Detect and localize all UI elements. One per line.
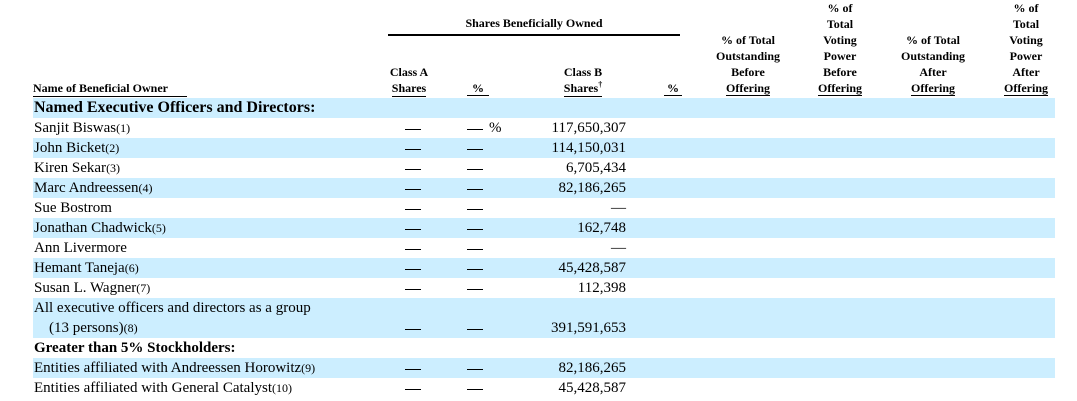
class-a-pct-dash: [467, 289, 483, 290]
owner-name: Jonathan Chadwick(5): [34, 220, 166, 236]
class-b-value: 82,186,265: [558, 360, 627, 376]
class-a-dash: [405, 249, 421, 250]
owner-name: Marc Andreessen(4): [34, 180, 153, 196]
header-rule: [388, 34, 680, 36]
class-a-pct-dash: [467, 369, 483, 370]
class-a-header: Class A Shares: [389, 65, 429, 97]
class-b-header: Class B Shares†: [563, 65, 603, 97]
owner-name: Entities affiliated with General Catalys…: [34, 380, 292, 396]
class-b-value: 45,428,587: [558, 260, 627, 276]
class-a-pct-dash: [467, 249, 483, 250]
class-b-value: —: [611, 200, 626, 216]
class-a-pct-dash: [467, 189, 483, 190]
table-row: Jonathan Chadwick(5) 162,748: [33, 218, 1055, 238]
class-a-dash: [405, 209, 421, 210]
class-a-pct-dash: [467, 129, 483, 130]
class-a-dash: [405, 229, 421, 230]
group-row: All executive officers and directors as …: [33, 298, 1055, 338]
section-greater-than-5: Greater than 5% Stockholders:: [34, 340, 236, 356]
name-column-header: Name of Beneficial Owner: [33, 80, 187, 97]
pct-voting-before-header: % of Total Voting Power Before Offering: [818, 1, 862, 96]
class-b-value: 45,428,587: [558, 380, 627, 396]
class-b-value: 6,705,434: [566, 160, 626, 176]
pct-voting-after-header: % of Total Voting Power After Offering: [1004, 1, 1048, 96]
table-row: John Bicket(2) 114,150,031: [33, 138, 1055, 158]
class-b-pct-header: %: [660, 80, 686, 96]
table-row: Marc Andreessen(4) 82,186,265: [33, 178, 1055, 198]
table-row: Entities affiliated with Andreessen Horo…: [33, 358, 1055, 378]
group-class-b-value: 391,591,653: [551, 320, 626, 336]
class-b-value: —: [611, 240, 626, 256]
table-row: Sue Bostrom —: [33, 198, 1055, 218]
table-row: Hemant Taneja(6) 45,428,587: [33, 258, 1055, 278]
owner-name: John Bicket(2): [34, 140, 120, 156]
owner-name: Susan L. Wagner(7): [34, 280, 151, 296]
shares-beneficially-owned-heading: Shares Beneficially Owned: [465, 16, 603, 30]
class-b-value: 82,186,265: [558, 180, 627, 196]
class-a-pct-dash: [467, 209, 483, 210]
class-b-value: 112,398: [577, 280, 626, 296]
class-a-dash: [405, 189, 421, 190]
class-a-dash: [405, 169, 421, 170]
class-a-dash: [405, 149, 421, 150]
owner-name: Entities affiliated with Andreessen Horo…: [34, 360, 316, 376]
section-named-officers: Named Executive Officers and Directors:: [33, 98, 1055, 118]
pct-outstanding-before-header: % of Total Outstanding Before Offering: [715, 33, 781, 96]
class-a-pct-dash: [467, 329, 483, 330]
class-b-value: 117,650,307: [551, 120, 626, 136]
table-row: Sanjit Biswas(1)% 117,650,307: [33, 118, 1055, 138]
class-a-pct-dash: [467, 149, 483, 150]
class-a-pct-dash: [467, 269, 483, 270]
class-a-dash: [405, 369, 421, 370]
owner-name: Kiren Sekar(3): [34, 160, 121, 176]
class-b-value: 114,150,031: [551, 140, 626, 156]
owner-name: Hemant Taneja(6): [34, 260, 139, 276]
table-row: Ann Livermore —: [33, 238, 1055, 258]
pct-symbol: %: [489, 120, 502, 136]
pct-outstanding-after-header: % of Total Outstanding After Offering: [900, 33, 966, 96]
class-a-dash: [405, 389, 421, 390]
class-a-dash: [405, 289, 421, 290]
owner-name: Sanjit Biswas(1): [34, 120, 131, 136]
class-a-dash: [405, 269, 421, 270]
owner-name: Sue Bostrom: [34, 200, 112, 216]
group-row-line2: (13 persons)(8): [49, 320, 138, 336]
class-a-pct-dash: [467, 229, 483, 230]
table-row: Kiren Sekar(3) 6,705,434: [33, 158, 1055, 178]
class-a-dash: [405, 129, 421, 130]
class-a-pct-dash: [467, 389, 483, 390]
table-row: Susan L. Wagner(7) 112,398: [33, 278, 1055, 298]
owner-name: Ann Livermore: [34, 240, 127, 256]
class-b-value: 162,748: [577, 220, 626, 236]
class-a-dash: [405, 329, 421, 330]
class-a-pct-dash: [467, 169, 483, 170]
class-a-pct-header: %: [462, 80, 494, 96]
table-row: Entities affiliated with General Catalys…: [33, 378, 1055, 398]
